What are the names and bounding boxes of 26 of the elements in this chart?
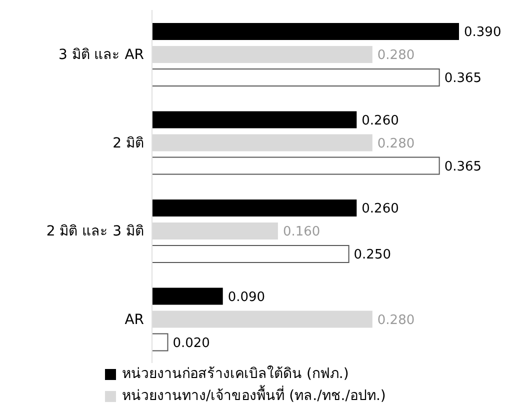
- legend-label: หน่วยงานทาง/เจ้าของพื้นที่ (ทล./ทช./อปท.): [122, 385, 386, 406]
- bar: [152, 333, 168, 352]
- legend-label: หน่วยงานก่อสร้างเคเบิลใต้ดิน (กฟภ.): [122, 364, 349, 384]
- data-label: 0.280: [377, 48, 415, 64]
- data-label: 0.250: [354, 248, 392, 263]
- data-label: 0.020: [172, 336, 210, 351]
- bar: [152, 156, 440, 175]
- bar: [152, 200, 357, 216]
- data-label: 0.090: [228, 290, 266, 305]
- bar: [152, 23, 459, 40]
- y-tick-label: 2 มิติ: [112, 135, 144, 152]
- y-tick-label: 3 มิติ และ AR: [58, 47, 144, 64]
- data-label: 0.390: [464, 25, 502, 40]
- bar: [152, 111, 357, 128]
- bar: [152, 245, 350, 263]
- y-tick-label: AR: [124, 312, 144, 328]
- bar: [152, 68, 440, 86]
- bar: [152, 288, 223, 305]
- data-label: 0.365: [444, 71, 482, 86]
- data-label: 0.280: [377, 136, 415, 152]
- data-label: 0.280: [377, 312, 415, 328]
- y-tick-label: 2 มิติ และ 3 มิติ: [46, 224, 144, 240]
- data-label: 0.260: [362, 113, 399, 128]
- data-label: 0.160: [282, 224, 320, 240]
- data-label: 0.260: [362, 202, 399, 217]
- data-label: 0.365: [444, 159, 482, 174]
